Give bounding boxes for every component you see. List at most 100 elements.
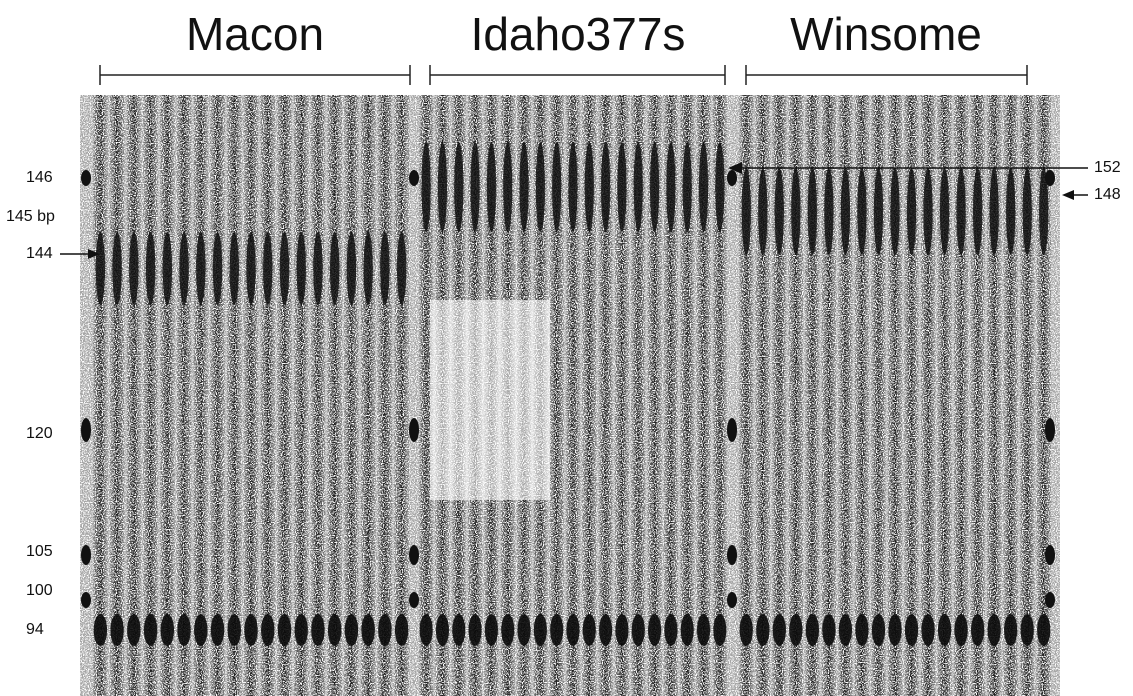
white-smear xyxy=(430,300,550,500)
upper-band xyxy=(940,168,949,255)
lower-band xyxy=(872,614,885,646)
upper-band xyxy=(715,142,724,232)
upper-band xyxy=(471,142,480,232)
lane xyxy=(227,95,242,696)
lower-band xyxy=(361,614,374,646)
lane xyxy=(210,95,225,696)
size-marker: 94 xyxy=(26,621,44,638)
lane xyxy=(193,95,208,696)
lower-band xyxy=(278,614,291,646)
lower-band xyxy=(888,614,901,646)
lane xyxy=(93,95,108,696)
upper-band xyxy=(230,232,239,305)
size-marker: 148 xyxy=(1094,186,1121,203)
upper-band xyxy=(956,168,965,255)
lane xyxy=(260,95,275,696)
upper-band xyxy=(585,142,594,232)
ladder-band xyxy=(1045,418,1055,442)
lower-band xyxy=(420,614,433,646)
upper-band xyxy=(552,142,561,232)
upper-band xyxy=(742,168,751,255)
lane xyxy=(394,95,409,696)
lane xyxy=(160,95,175,696)
lower-band xyxy=(110,614,123,646)
lower-band xyxy=(632,614,645,646)
lower-band xyxy=(518,614,531,646)
lower-band xyxy=(648,614,661,646)
upper-band xyxy=(519,142,528,232)
upper-band xyxy=(347,232,356,305)
ladder-band xyxy=(1045,592,1055,608)
size-marker: 120 xyxy=(26,425,53,442)
lower-band xyxy=(211,614,224,646)
lane xyxy=(110,95,125,696)
upper-band xyxy=(163,232,172,305)
upper-band xyxy=(422,142,431,232)
ladder-band xyxy=(727,592,737,608)
upper-band xyxy=(397,232,406,305)
lower-band xyxy=(177,614,190,646)
upper-band xyxy=(841,168,850,255)
lower-band xyxy=(740,614,753,646)
lower-band xyxy=(756,614,769,646)
upper-band xyxy=(973,168,982,255)
lower-band xyxy=(295,614,308,646)
upper-band xyxy=(503,142,512,232)
upper-band xyxy=(536,142,545,232)
lower-band xyxy=(773,614,786,646)
upper-band xyxy=(280,232,289,305)
lower-band xyxy=(436,614,449,646)
ladder-band xyxy=(81,592,91,608)
ladder-band xyxy=(81,418,91,442)
lower-band xyxy=(452,614,465,646)
upper-band xyxy=(683,142,692,232)
lower-band xyxy=(789,614,802,646)
upper-band xyxy=(634,142,643,232)
upper-band xyxy=(363,232,372,305)
lower-band xyxy=(244,614,257,646)
ladder-band xyxy=(1045,545,1055,565)
upper-band xyxy=(990,168,999,255)
size-marker: 100 xyxy=(26,582,53,599)
ladder-band xyxy=(409,592,419,608)
lower-band xyxy=(1037,614,1050,646)
lower-band xyxy=(664,614,677,646)
upper-band xyxy=(179,232,188,305)
lower-band xyxy=(194,614,207,646)
upper-band xyxy=(213,232,222,305)
group-label: Macon xyxy=(186,8,324,60)
lower-band xyxy=(469,614,482,646)
ladder-band xyxy=(727,545,737,565)
upper-band xyxy=(438,142,447,232)
arrowhead xyxy=(1062,190,1074,200)
lane xyxy=(277,95,292,696)
lower-band xyxy=(1004,614,1017,646)
lower-band xyxy=(806,614,819,646)
upper-band xyxy=(923,168,932,255)
ladder-band xyxy=(727,418,737,442)
upper-band xyxy=(146,232,155,305)
upper-band xyxy=(1006,168,1015,255)
lower-band xyxy=(713,614,726,646)
lower-band xyxy=(501,614,514,646)
upper-band xyxy=(196,232,205,305)
upper-band xyxy=(487,142,496,232)
upper-band xyxy=(129,232,138,305)
upper-band xyxy=(246,232,255,305)
size-marker: 146 xyxy=(26,169,53,186)
lower-band xyxy=(311,614,324,646)
upper-band xyxy=(263,232,272,305)
upper-band xyxy=(857,168,866,255)
upper-band xyxy=(601,142,610,232)
lower-band xyxy=(550,614,563,646)
upper-band xyxy=(617,142,626,232)
lower-band xyxy=(345,614,358,646)
lane xyxy=(327,95,342,696)
upper-band xyxy=(808,168,817,255)
upper-band xyxy=(380,232,389,305)
ladder-band xyxy=(1045,170,1055,186)
lower-band xyxy=(144,614,157,646)
lower-band xyxy=(228,614,241,646)
size-marker: 105 xyxy=(26,543,53,560)
upper-band xyxy=(775,168,784,255)
